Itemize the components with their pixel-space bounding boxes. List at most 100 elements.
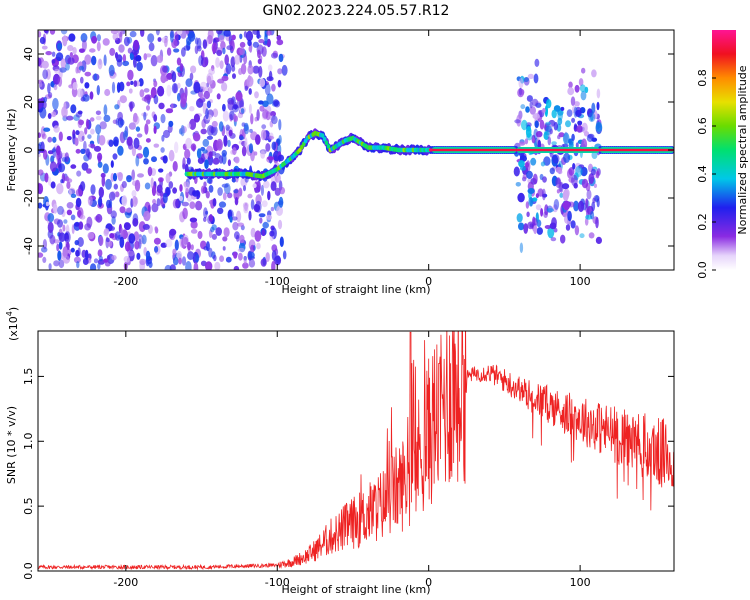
spectral-blob (588, 173, 595, 185)
spectral-blob (119, 31, 123, 43)
spectral-blob (162, 193, 168, 204)
noise-region (513, 58, 603, 254)
spectral-blob (84, 223, 91, 231)
spectral-blob (157, 85, 165, 97)
spectral-blob (75, 130, 80, 136)
spectral-blob (261, 200, 268, 208)
spectral-blob (248, 88, 252, 95)
spectral-blob (218, 201, 227, 208)
spectral-blob (204, 159, 209, 170)
spectral-blob (174, 239, 179, 251)
spectral-blob (53, 203, 58, 214)
spectral-blob (47, 221, 54, 233)
spec-ytick-label: -40 (22, 237, 35, 255)
spectral-blob (526, 95, 534, 102)
spectral-blob (131, 146, 136, 157)
spectral-blob (141, 234, 147, 245)
spectral-blob (72, 47, 77, 55)
spectral-blob (242, 262, 249, 269)
spectral-blob (272, 99, 280, 107)
spectral-blob (111, 255, 117, 261)
spectral-blob (252, 183, 257, 189)
spectral-blob (517, 88, 524, 98)
spectral-blob (196, 148, 202, 159)
spectral-blob (252, 41, 259, 48)
spectral-blob (518, 77, 524, 89)
spectral-blob (96, 85, 101, 96)
spectral-blob (158, 168, 164, 173)
spectral-blob (91, 35, 98, 44)
spectral-blob (168, 120, 174, 128)
spectral-blob (179, 184, 183, 192)
spectral-blob (62, 224, 66, 232)
spectral-blob (165, 108, 174, 114)
spectral-blob (80, 76, 84, 84)
snr-scale-label: (x104) (5, 307, 20, 341)
spectral-blob (255, 200, 262, 213)
spectral-blob (262, 109, 269, 119)
spectral-blob (102, 163, 109, 174)
spectral-blob (532, 218, 538, 226)
spectral-blob (258, 65, 263, 78)
spectral-blob (227, 139, 231, 148)
spectral-blob (172, 187, 178, 194)
spectral-blob (184, 148, 191, 160)
spectral-blob (202, 138, 210, 147)
spectral-blob (90, 128, 95, 135)
spectral-blob (156, 184, 163, 194)
spectral-blob (213, 254, 217, 262)
spectral-blob (39, 36, 46, 45)
spectral-blob (546, 208, 554, 213)
spectral-blob (258, 100, 264, 105)
spectral-blob (220, 40, 226, 50)
spectral-blob (47, 136, 53, 143)
spectral-blob (567, 87, 575, 96)
spectral-blob (270, 181, 277, 192)
spectral-blob (96, 41, 101, 52)
spectral-blob (63, 219, 68, 224)
spectral-blob (248, 251, 255, 259)
spectral-blob (38, 169, 44, 176)
spectral-blob (235, 91, 243, 102)
spectral-blob (61, 157, 67, 162)
spectral-blob (42, 256, 47, 263)
spectral-blob (79, 48, 85, 53)
spectral-blob (238, 187, 243, 197)
snr-panel: -200 -100 0 100 0.0 0.5 1.0 1.5 Height of strai… (5, 307, 675, 596)
spectral-blob (76, 170, 82, 177)
spectral-blob (250, 113, 254, 125)
spectral-blob (118, 44, 125, 53)
spectral-blob (121, 181, 127, 189)
spectral-blob (518, 160, 525, 168)
spectral-blob (70, 214, 76, 221)
spectral-blob (54, 68, 61, 74)
spectral-blob (104, 88, 111, 97)
spectral-blob (78, 221, 84, 230)
snr-ytick-label: 1.0 (22, 433, 35, 451)
spectral-blob (545, 121, 551, 126)
spectral-blob (114, 191, 120, 198)
spectral-blob (535, 131, 543, 138)
spectral-blob (106, 199, 111, 209)
spectral-blob (38, 143, 42, 155)
spectral-blob (581, 67, 586, 74)
spectral-blob (596, 101, 600, 111)
spectral-blob (532, 173, 538, 185)
spectral-blob (109, 47, 116, 56)
spectral-blob (258, 213, 266, 218)
spectral-blob (551, 109, 557, 119)
spectral-blob (66, 202, 74, 209)
spectral-blob (212, 198, 217, 207)
spectral-blob (53, 84, 58, 91)
spectral-blob (66, 181, 71, 189)
spectral-blob (231, 216, 238, 221)
spectral-blob (108, 191, 116, 201)
spectral-blob (234, 156, 240, 164)
spectral-blob (176, 57, 182, 66)
spectral-blob (112, 32, 119, 41)
spectral-blob (80, 181, 86, 192)
spectral-blob (117, 111, 123, 122)
spectral-blob (70, 164, 77, 169)
spectral-blob (591, 102, 596, 114)
spectral-blob (169, 228, 177, 236)
